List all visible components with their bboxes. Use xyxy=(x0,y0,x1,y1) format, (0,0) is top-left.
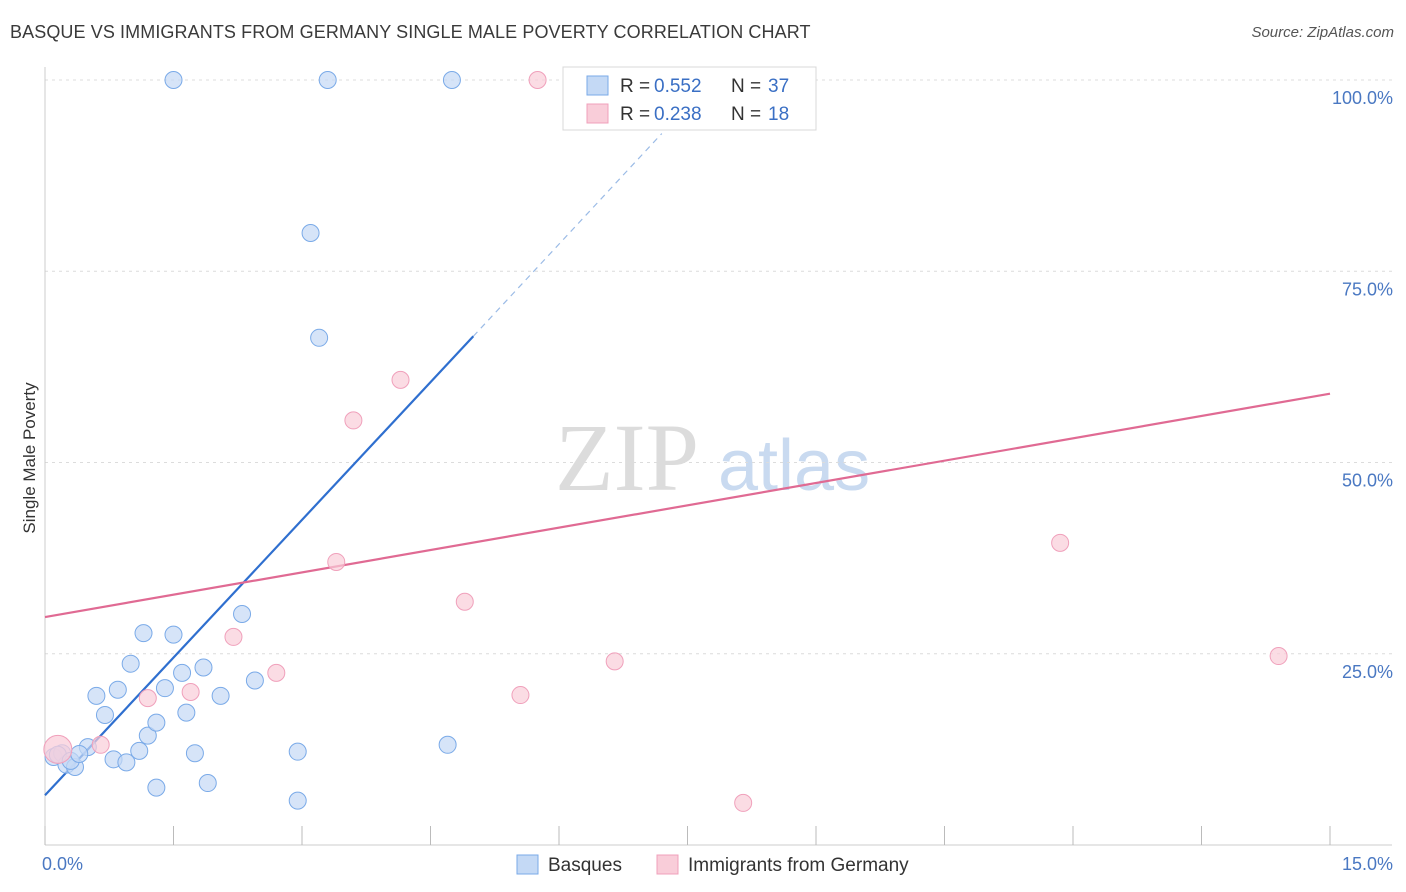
legend-r-value-1: 0.552 xyxy=(654,76,702,97)
tick-labels: 25.0% 50.0% 75.0% 100.0% 0.0% 15.0% xyxy=(42,88,1393,874)
y-tick-label-1: 50.0% xyxy=(1342,471,1393,491)
chart-title: BASQUE VS IMMIGRANTS FROM GERMANY SINGLE… xyxy=(10,22,811,42)
point-germany-15 xyxy=(1051,533,1070,552)
watermark: ZIP atlas xyxy=(555,404,870,511)
point-basques-28 xyxy=(301,224,320,242)
y-tick-label-2: 75.0% xyxy=(1342,279,1393,299)
point-basques-29 xyxy=(310,328,329,347)
data-points xyxy=(43,71,1288,812)
point-basques-5 xyxy=(87,686,106,705)
watermark-atlas: atlas xyxy=(718,426,870,506)
point-basques-18 xyxy=(173,663,192,682)
legend-r-label-2: R = xyxy=(620,104,650,125)
point-germany-0 xyxy=(43,734,73,764)
x-tick-label-1: 15.0% xyxy=(1342,854,1393,874)
y-tick-label-3: 100.0% xyxy=(1332,88,1393,108)
bottom-legend-swatch-germany xyxy=(656,854,679,875)
point-germany-4 xyxy=(224,627,243,646)
point-germany-16 xyxy=(1269,647,1288,666)
point-germany-12 xyxy=(605,652,624,671)
point-basques-21 xyxy=(194,658,213,677)
point-germany-6 xyxy=(327,552,346,571)
point-basques-16 xyxy=(155,679,174,698)
point-basques-25 xyxy=(245,671,264,690)
legend-swatch-germany xyxy=(586,103,609,124)
point-basques-32 xyxy=(318,71,337,89)
point-germany-8 xyxy=(391,370,410,389)
point-basques-33 xyxy=(442,71,461,89)
point-basques-22 xyxy=(198,774,217,793)
point-basques-20 xyxy=(185,744,204,763)
point-germany-3 xyxy=(181,683,200,701)
point-germany-9 xyxy=(455,592,474,611)
legend-r-value-2: 0.238 xyxy=(654,104,702,125)
point-germany-2 xyxy=(138,689,157,708)
axes xyxy=(44,67,1392,846)
point-basques-17 xyxy=(164,625,183,644)
chart-source: Source: ZipAtlas.com xyxy=(1251,24,1394,41)
point-germany-10 xyxy=(511,686,530,705)
point-basques-11 xyxy=(130,741,149,760)
x-tick-label-0: 0.0% xyxy=(42,854,83,874)
legend-n-value-1: 37 xyxy=(768,76,789,97)
point-germany-7 xyxy=(344,411,363,430)
point-basques-10 xyxy=(121,654,140,673)
legend-r-label-1: R = xyxy=(620,76,650,97)
point-basques-36 xyxy=(70,744,89,763)
bottom-legend: Basques Immigrants from Germany xyxy=(516,854,909,876)
trend-lines xyxy=(44,133,1331,797)
point-basques-15 xyxy=(147,778,166,797)
legend-n-label-1: N = xyxy=(731,76,761,97)
point-germany-14 xyxy=(734,793,753,812)
legend-n-value-2: 18 xyxy=(768,104,789,125)
point-basques-14 xyxy=(147,713,166,732)
trend-line-basques-extension xyxy=(472,133,663,337)
point-germany-11 xyxy=(528,71,547,89)
trend-line-germany xyxy=(44,392,1331,619)
point-germany-5 xyxy=(267,663,286,682)
point-basques-24 xyxy=(233,604,252,623)
point-basques-6 xyxy=(95,705,114,724)
watermark-zip: ZIP xyxy=(555,404,699,511)
point-basques-26 xyxy=(288,742,307,761)
legend-n-label-2: N = xyxy=(731,104,761,125)
bottom-legend-label-germany: Immigrants from Germany xyxy=(688,855,909,876)
bottom-legend-label-basques: Basques xyxy=(548,855,622,876)
point-basques-27 xyxy=(288,791,307,810)
point-basques-23 xyxy=(211,686,230,705)
point-basques-9 xyxy=(117,753,136,772)
point-basques-19 xyxy=(177,703,196,722)
y-axis-label: Single Male Poverty xyxy=(20,382,39,534)
point-basques-30 xyxy=(438,735,457,754)
gridlines xyxy=(45,79,1392,655)
point-basques-13 xyxy=(138,726,157,745)
legend-box: R = 0.552 N = 37 R = 0.238 N = 18 xyxy=(562,66,817,131)
bottom-legend-swatch-basques xyxy=(516,854,539,875)
point-basques-8 xyxy=(108,680,127,699)
trend-line-basques xyxy=(44,335,475,797)
point-basques-31 xyxy=(164,71,183,89)
point-germany-1 xyxy=(91,735,110,754)
legend-swatch-basques xyxy=(586,75,609,96)
point-basques-12 xyxy=(134,624,153,643)
y-tick-label-0: 25.0% xyxy=(1342,662,1393,682)
